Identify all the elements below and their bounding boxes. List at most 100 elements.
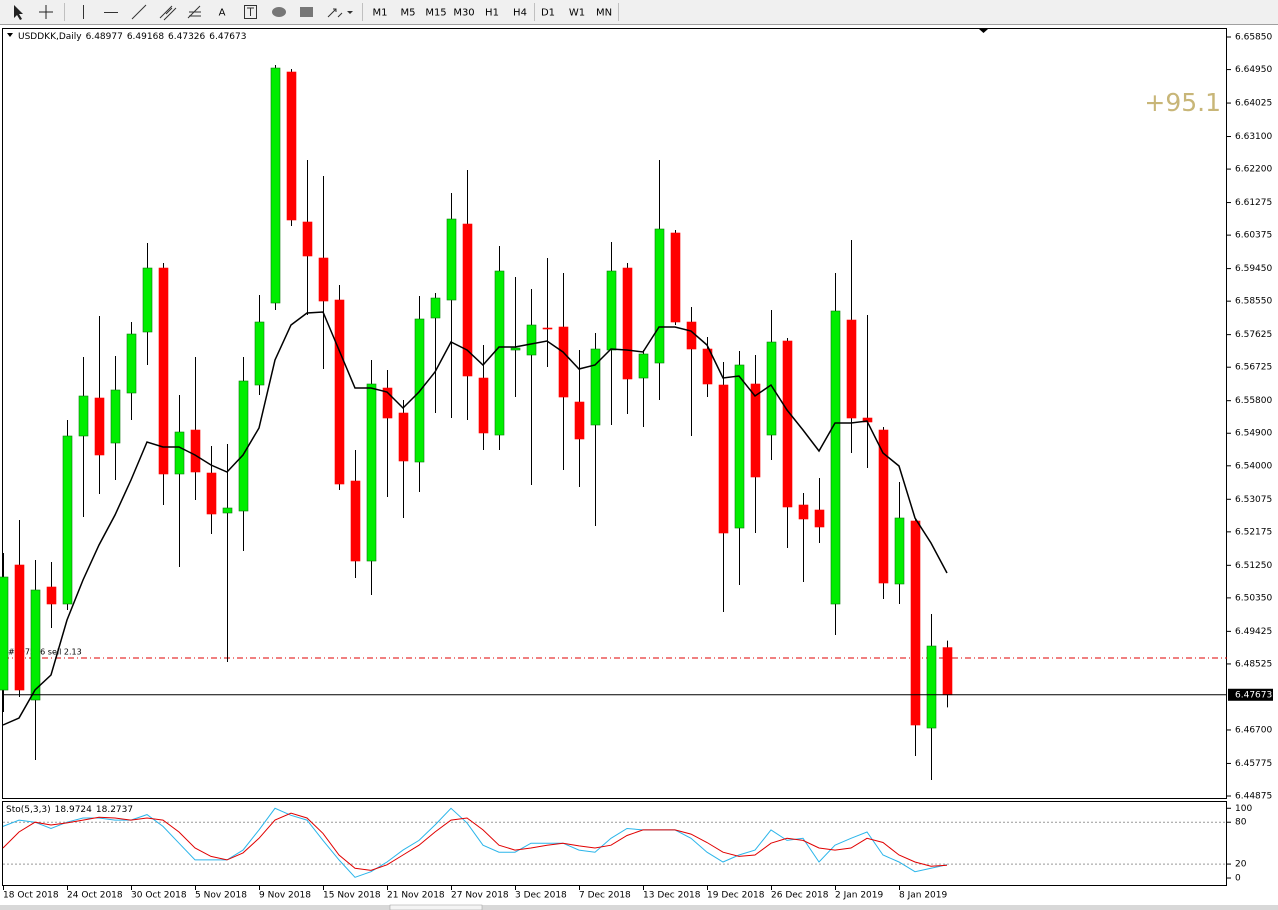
moving-average xyxy=(2,311,948,726)
candle-body xyxy=(510,347,521,351)
candle-body xyxy=(830,310,841,605)
candle-body xyxy=(846,319,857,419)
y-tick-label: 6.49425 xyxy=(1235,627,1272,637)
candle-body xyxy=(94,397,105,456)
header-high: 6.49168 xyxy=(127,32,164,42)
candle-body xyxy=(254,321,265,386)
candle-body xyxy=(750,383,761,478)
candle-body xyxy=(318,257,329,302)
x-tick-label: 21 Nov 2018 xyxy=(387,891,445,901)
candle-body xyxy=(670,232,681,323)
candle-body xyxy=(334,299,345,485)
arrows-tool[interactable] xyxy=(327,8,343,18)
x-tick-label: 30 Oct 2018 xyxy=(131,891,187,901)
candle-body xyxy=(158,267,169,475)
crosshair-tool[interactable] xyxy=(39,5,53,19)
y-tick-label: 6.57625 xyxy=(1235,330,1272,340)
x-tick-label: 7 Dec 2018 xyxy=(579,891,631,901)
scrollbar-thumb[interactable] xyxy=(389,904,483,910)
y-tick-label: 6.51250 xyxy=(1235,561,1272,571)
chart-bg xyxy=(0,25,1278,905)
candle-body xyxy=(0,576,9,691)
x-tick-label: 3 Dec 2018 xyxy=(515,891,567,901)
fibo-tool[interactable] xyxy=(187,5,201,19)
chart-shift-marker xyxy=(979,29,988,33)
main-pane-frame xyxy=(2,28,1227,799)
channel-tool[interactable] xyxy=(159,5,177,21)
sub-y-tick-label: 80 xyxy=(1235,818,1247,828)
candle-body xyxy=(542,327,553,330)
sub-y-tick-label: 100 xyxy=(1235,804,1252,814)
plot: 6.65850 6.64950 6.64025 6.63100 6.62200 6.612… xyxy=(0,33,1273,901)
period-button[interactable]: M30 xyxy=(453,8,474,19)
dropdown[interactable] xyxy=(347,11,353,14)
candle-body xyxy=(398,412,409,462)
price-label-bg xyxy=(1228,688,1273,701)
scrollbar[interactable] xyxy=(0,905,1278,910)
period-button[interactable]: MN xyxy=(596,8,612,19)
candle-body xyxy=(494,270,505,436)
y-tick-label: 6.61275 xyxy=(1235,198,1272,208)
candle-body xyxy=(638,353,649,379)
candle-body xyxy=(910,520,921,726)
candle-body xyxy=(78,395,89,437)
period-button[interactable]: W1 xyxy=(569,8,585,19)
y-tick-label: 6.50350 xyxy=(1235,593,1272,603)
x-tick-label: 13 Dec 2018 xyxy=(643,891,701,901)
candle-body xyxy=(126,333,137,394)
x-tick-label: 24 Oct 2018 xyxy=(67,891,123,901)
indicator-value: 18.2737 xyxy=(96,805,133,815)
candle-body xyxy=(462,223,473,377)
period-button[interactable]: M5 xyxy=(401,8,416,19)
period-button[interactable]: H1 xyxy=(485,8,499,19)
y-tick-label: 6.45775 xyxy=(1235,759,1272,769)
y-tick-label: 6.62200 xyxy=(1235,165,1272,175)
x-tick-label: 8 Jan 2019 xyxy=(899,891,947,901)
indicator-header: Sto(5,3,3) 18.9724 18.2737 xyxy=(6,805,133,815)
period-button[interactable]: M15 xyxy=(425,8,446,19)
y-tick-label: 6.55800 xyxy=(1235,396,1272,406)
trendline-tool[interactable] xyxy=(131,4,147,20)
candle-body xyxy=(382,387,393,419)
candle-body xyxy=(894,517,905,585)
y-tick-label: 6.53075 xyxy=(1235,495,1272,505)
candle-body xyxy=(430,297,441,319)
period-button[interactable]: D1 xyxy=(541,8,555,19)
indicator-name: Sto(5,3,3) xyxy=(6,805,51,815)
header-close: 6.47673 xyxy=(209,32,246,42)
candle-body xyxy=(174,431,185,475)
candle-body xyxy=(798,504,809,520)
stochastic-line xyxy=(2,812,948,871)
candle-body xyxy=(366,383,377,562)
text-tool[interactable]: A xyxy=(219,8,226,19)
x-tick-label: 18 Oct 2018 xyxy=(3,891,59,901)
candle-body xyxy=(574,401,585,440)
candle-body xyxy=(286,71,297,221)
header-marker xyxy=(7,33,13,37)
y-tick-label: 6.54900 xyxy=(1235,429,1272,439)
candle-body xyxy=(622,267,633,380)
y-tick-label: 6.52175 xyxy=(1235,527,1272,537)
x-tick-label: 5 Nov 2018 xyxy=(195,891,247,901)
period-button[interactable]: M1 xyxy=(373,8,388,19)
cursor-tool[interactable] xyxy=(14,5,23,20)
ellipse-tool[interactable] xyxy=(272,7,286,17)
header-open: 6.48977 xyxy=(86,32,123,42)
candle-body xyxy=(686,321,697,350)
symbol-period: USDDKK,Daily xyxy=(18,32,82,42)
candle-body xyxy=(14,564,25,691)
candle-body xyxy=(926,645,937,729)
sub-pane-frame xyxy=(2,801,1227,886)
candle-body xyxy=(46,586,57,605)
x-tick-label: 2 Jan 2019 xyxy=(835,891,883,901)
candle-body xyxy=(590,348,601,426)
candle-body xyxy=(718,384,729,534)
rectangle-tool[interactable] xyxy=(300,7,313,17)
y-tick-label: 6.64025 xyxy=(1235,99,1272,109)
label-tool-glyph xyxy=(247,7,254,16)
label-tool[interactable] xyxy=(244,5,257,19)
x-tick-label: 15 Nov 2018 xyxy=(323,891,381,901)
period-button[interactable]: H4 xyxy=(513,8,527,19)
